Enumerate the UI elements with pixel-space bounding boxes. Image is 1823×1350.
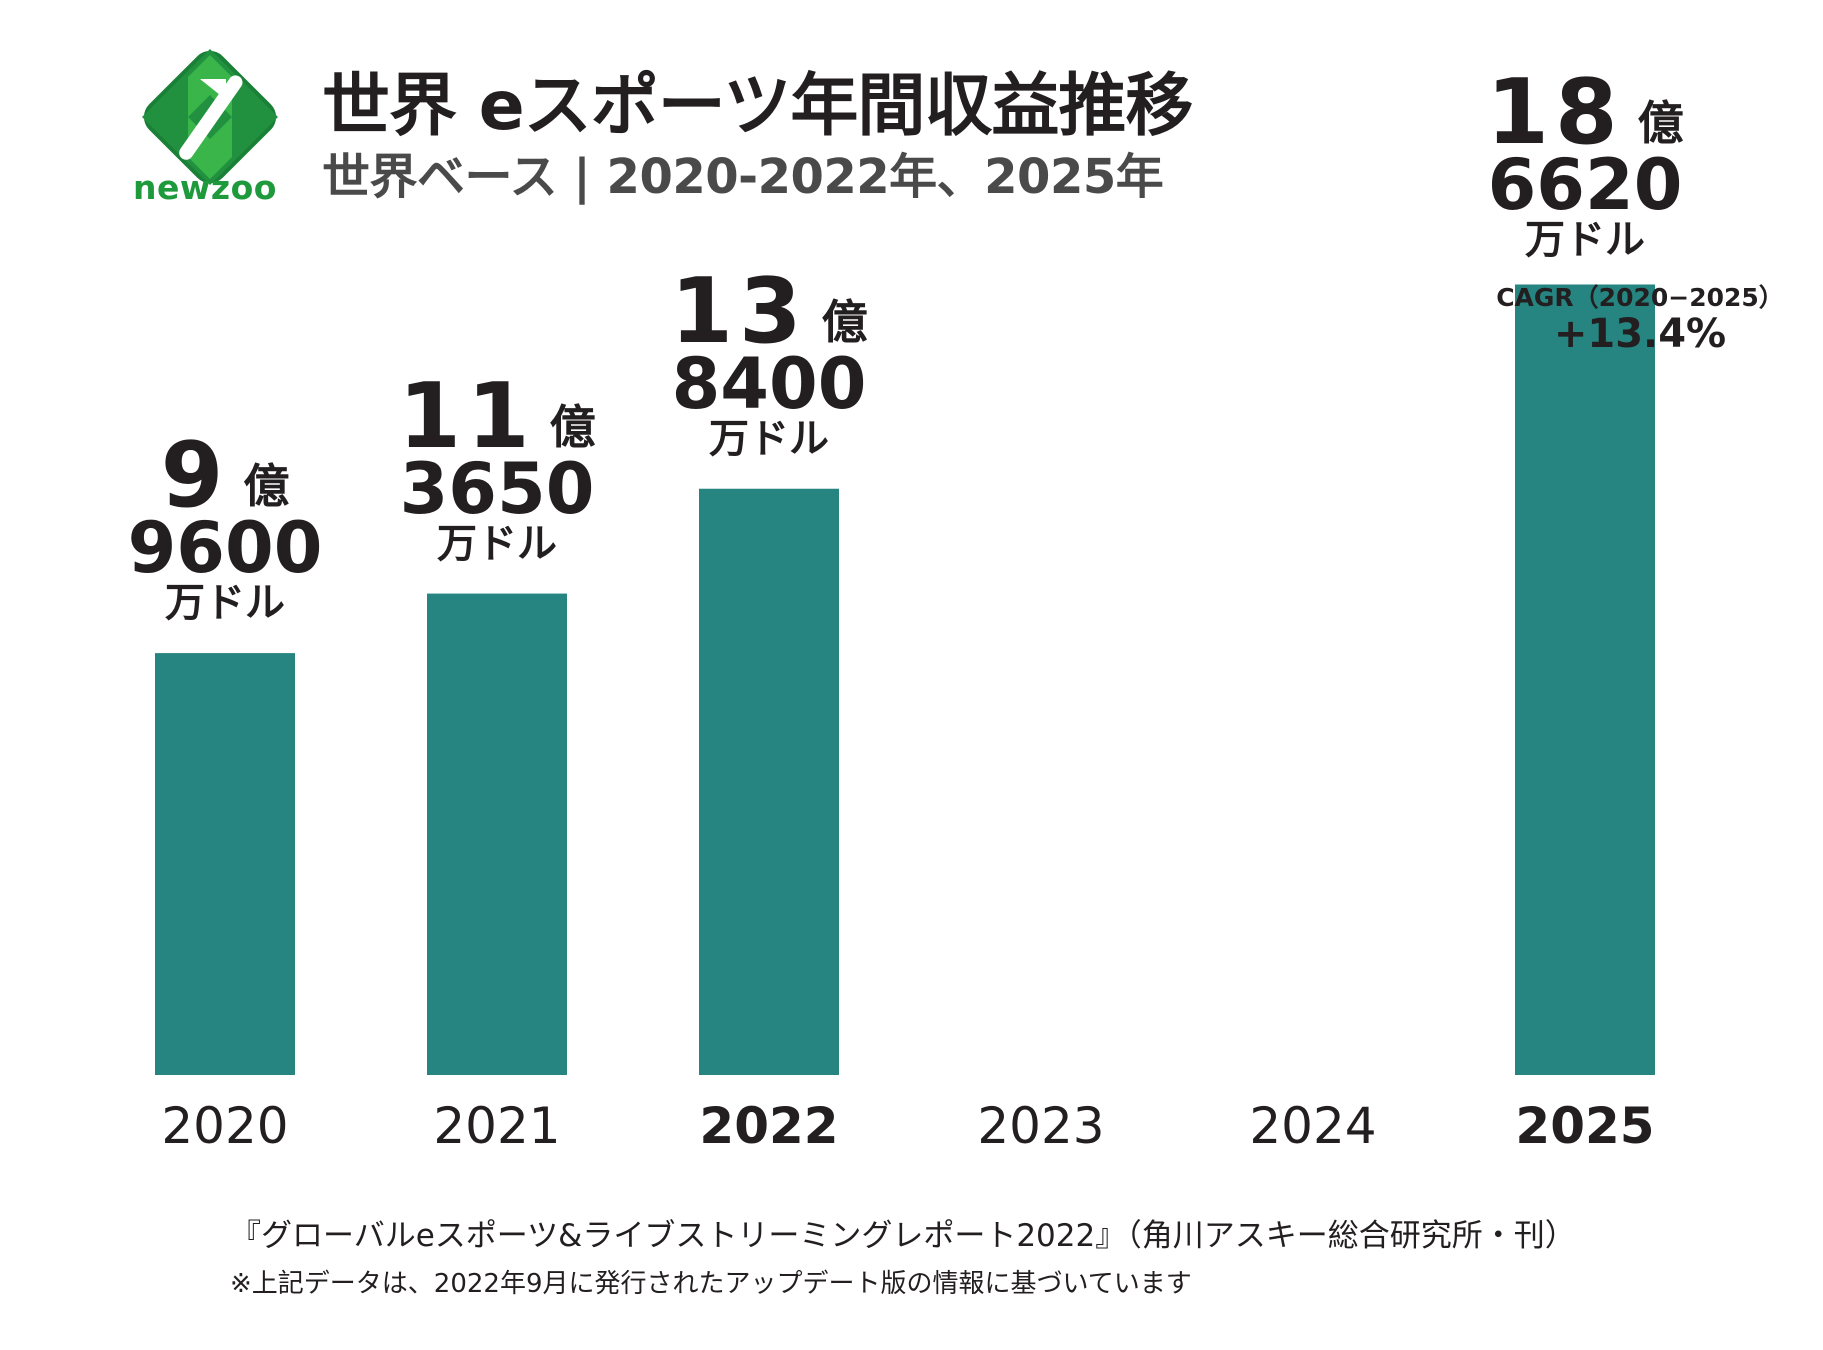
logo-text: newzoo: [133, 168, 277, 207]
data-label-man: 6620: [1487, 144, 1683, 226]
data-label-2022: 13 億 8400 万ドル: [639, 258, 899, 462]
bar-2020: [155, 653, 295, 1075]
data-label-2021: 11 億 3650 万ドル: [367, 363, 627, 567]
source-note: 『グローバルeスポーツ&ライブストリーミングレポート2022』（角川アスキー総合…: [230, 1218, 1576, 1254]
cagr-value: +13.4%: [1553, 310, 1727, 357]
data-label-oku: 11: [398, 363, 536, 469]
x-tick-2023: 2023: [977, 1097, 1104, 1155]
bars-group: [155, 284, 1655, 1076]
x-tick-2022: 2022: [699, 1097, 838, 1155]
x-axis-ticks: 2020 2021 2022 2023 2024 2025: [161, 1097, 1654, 1155]
data-label-oku: 13: [670, 258, 808, 364]
data-label-oku-unit: 億: [821, 294, 868, 349]
chart-title: 世界 eスポーツ年間収益推移: [322, 67, 1193, 146]
data-label-oku-unit: 億: [243, 459, 290, 514]
x-tick-2024: 2024: [1249, 1097, 1376, 1155]
bar-2025: [1515, 284, 1655, 1076]
data-label-2020: 9 億 9600 万ドル: [95, 423, 355, 627]
data-label-man: 3650: [399, 447, 595, 530]
bar-2021: [427, 593, 567, 1075]
logo-diamond-icon: [142, 49, 278, 185]
newzoo-logo: [142, 49, 278, 185]
x-tick-2021: 2021: [433, 1097, 560, 1155]
data-label-oku: 9: [160, 423, 230, 529]
data-label-man-unit: 万ドル: [165, 580, 285, 627]
data-label-man-unit: 万ドル: [1525, 217, 1645, 263]
bar-2022: [699, 488, 839, 1075]
cagr-annotation: CAGR（2020−2025） +13.4%: [1470, 284, 1810, 356]
data-label-oku-unit: 億: [549, 399, 596, 454]
chart-subtitle: 世界ベース | 2020-2022年、2025年: [322, 149, 1164, 205]
data-label-oku: 18: [1486, 60, 1624, 165]
cagr-label: CAGR（2020−2025）: [1496, 283, 1784, 312]
data-note: ※上記データは、2022年9月に発行されたアップデート版の情報に基づいています: [230, 1269, 1192, 1299]
data-label-man: 8400: [671, 342, 867, 425]
x-tick-2025: 2025: [1515, 1097, 1654, 1155]
data-label-2025: 18 億 6620 万ドル: [1455, 60, 1715, 263]
x-tick-2020: 2020: [161, 1097, 288, 1155]
data-label-man: 9600: [127, 507, 323, 590]
data-label-oku-unit: 億: [1637, 96, 1684, 150]
data-label-man-unit: 万ドル: [709, 415, 829, 462]
data-label-man-unit: 万ドル: [437, 520, 557, 567]
